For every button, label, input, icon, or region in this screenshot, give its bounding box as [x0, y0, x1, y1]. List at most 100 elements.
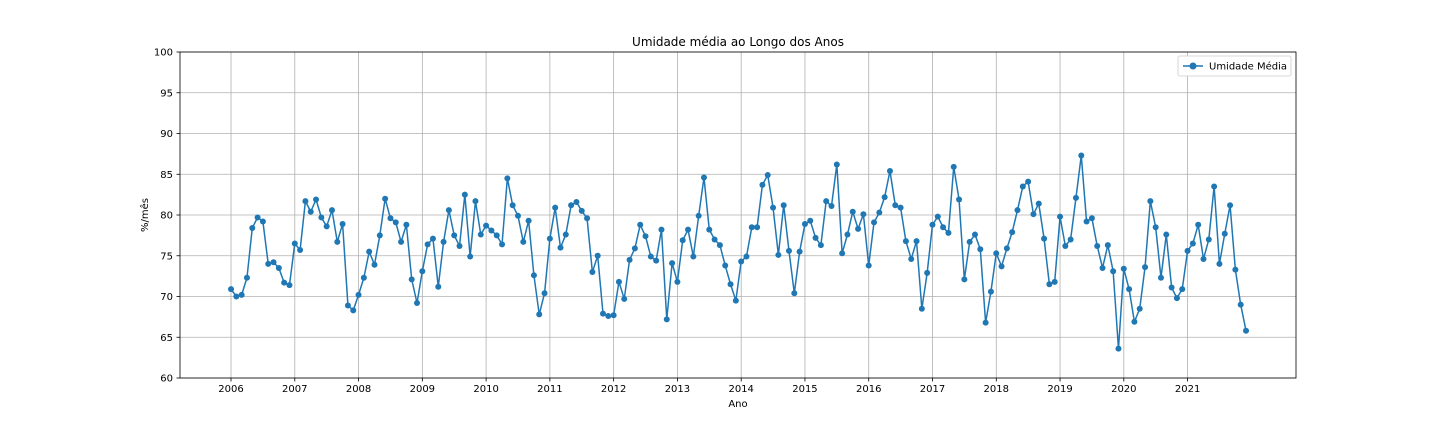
data-point [812, 234, 819, 241]
data-point [408, 276, 415, 283]
data-point [908, 256, 915, 263]
x-tick-label: 2015 [792, 384, 817, 395]
legend-point-marker [1189, 62, 1197, 70]
data-point [233, 293, 240, 300]
legend-box [1177, 55, 1292, 77]
data-point [722, 262, 729, 269]
data-point [876, 209, 883, 216]
data-point [403, 221, 410, 228]
data-point [493, 232, 500, 239]
data-point [886, 167, 893, 174]
legend: Umidade Média [1177, 55, 1292, 77]
data-point [387, 215, 394, 222]
data-point [424, 241, 431, 248]
data-point [568, 202, 575, 209]
data-point [754, 224, 761, 231]
data-point [940, 224, 947, 231]
data-point [631, 245, 638, 252]
data-point [360, 274, 367, 281]
data-point [1072, 194, 1079, 201]
data-point [892, 202, 899, 209]
data-point [1237, 301, 1244, 308]
data-point [727, 281, 734, 288]
data-point [328, 207, 335, 214]
x-tick-label: 2019 [1047, 384, 1072, 395]
data-point [1195, 221, 1202, 228]
data-point [998, 263, 1005, 270]
data-point [1062, 242, 1069, 249]
data-point [291, 240, 298, 247]
x-tick-label: 2021 [1175, 384, 1200, 395]
y-tick-label: 75 [160, 251, 173, 262]
data-point [658, 226, 665, 233]
data-point [796, 248, 803, 255]
data-point [902, 238, 909, 245]
data-point [398, 238, 405, 245]
x-tick-label: 2007 [282, 384, 307, 395]
data-point [573, 198, 580, 205]
data-point [1030, 211, 1037, 218]
data-point [732, 297, 739, 304]
data-point [419, 268, 426, 275]
data-point [700, 174, 707, 181]
data-point [382, 195, 389, 202]
data-point [1019, 183, 1026, 190]
x-tick-label: 2017 [920, 384, 945, 395]
data-point [376, 232, 383, 239]
data-point [1009, 229, 1016, 236]
data-point [600, 310, 606, 317]
data-point [647, 253, 654, 260]
y-tick-label: 85 [160, 170, 173, 181]
data-point [748, 224, 755, 231]
data-point [1243, 327, 1250, 334]
data-point [961, 276, 968, 283]
data-point [626, 256, 633, 263]
y-tick-label: 90 [160, 129, 173, 140]
data-point [504, 175, 511, 182]
data-point [1088, 215, 1095, 222]
x-tick-label: 2006 [218, 384, 243, 395]
data-point [1094, 242, 1101, 249]
y-tick-label: 60 [160, 374, 173, 385]
data-point [259, 218, 266, 225]
x-tick-label: 2018 [984, 384, 1009, 395]
data-point [552, 204, 559, 211]
data-point [833, 161, 840, 168]
data-point [1157, 274, 1164, 281]
data-point [307, 208, 314, 215]
data-point [318, 214, 325, 221]
data-point [663, 316, 670, 323]
data-point [578, 207, 585, 214]
data-point [355, 291, 362, 298]
data-point [414, 300, 421, 307]
data-point [270, 259, 277, 266]
data-point [987, 288, 994, 295]
data-point [982, 319, 989, 326]
data-point [1184, 247, 1191, 254]
data-point [924, 269, 931, 276]
data-point [711, 236, 718, 243]
data-point [759, 181, 766, 188]
data-point [1126, 286, 1133, 293]
data-point [1110, 268, 1117, 275]
data-point [1232, 266, 1239, 273]
data-point [344, 302, 351, 309]
data-point [918, 305, 925, 312]
data-point [950, 163, 957, 170]
data-point [499, 241, 506, 248]
data-point [977, 246, 984, 253]
x-tick-label: 2009 [410, 384, 435, 395]
x-tick-label: 2010 [473, 384, 498, 395]
data-point [1216, 260, 1223, 267]
data-point [546, 235, 553, 242]
data-point [1078, 152, 1085, 159]
data-point [477, 231, 484, 238]
data-point [254, 214, 261, 221]
data-point [488, 227, 495, 234]
series-layer [228, 152, 1250, 352]
data-point [971, 231, 978, 238]
data-point [897, 204, 904, 211]
x-tick-label: 2013 [665, 384, 690, 395]
data-point [1142, 264, 1149, 271]
data-point [934, 213, 941, 220]
